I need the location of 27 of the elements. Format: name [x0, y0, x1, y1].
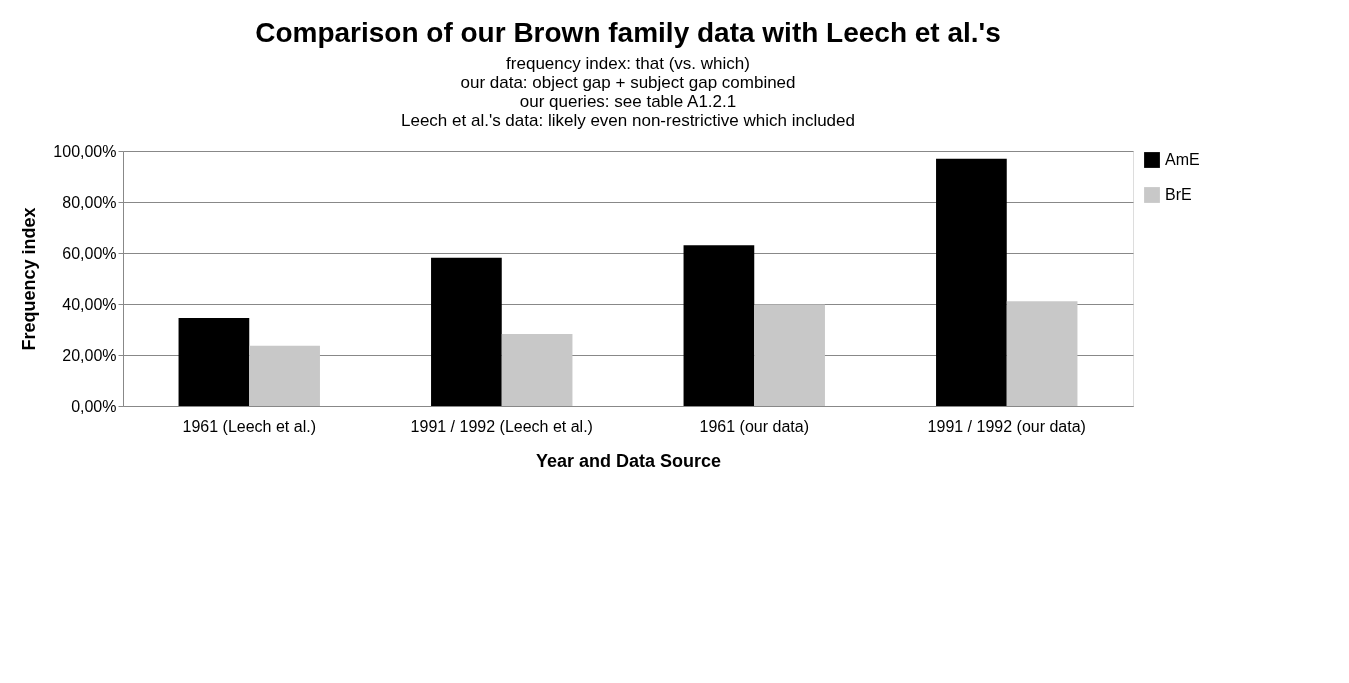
text: frequency index: that (vs. which) — [506, 54, 750, 73]
bar — [936, 158, 1007, 406]
bar — [501, 334, 573, 406]
y-tick-label: 20,00% — [62, 346, 117, 364]
text: Leech et al.'s data: likely even non-restrictive which included — [401, 111, 855, 130]
text: our queries: see table A1.2.1 — [519, 92, 737, 111]
bar — [683, 245, 755, 406]
y-tick-label: 0,00% — [71, 397, 117, 415]
x-axis-title: Year and Data Source — [535, 450, 722, 471]
y-tick-label: 80,00% — [62, 193, 117, 211]
bar — [754, 304, 825, 406]
y-tick-label: 40,00% — [62, 295, 117, 313]
legend-label: BrE — [1165, 186, 1192, 203]
bar — [1006, 301, 1078, 406]
x-tick-label: 1961 (our data) — [699, 417, 809, 435]
chart-title: Comparison of our Brown family data with Leech et al.'s — [255, 17, 1001, 48]
x-tick-label: 1991 / 1992 (our data) — [927, 417, 1086, 435]
y-axis-title: Frequency index — [19, 207, 40, 351]
bar — [178, 318, 250, 406]
bar — [431, 257, 502, 406]
y-tick-label: 60,00% — [62, 244, 117, 262]
y-tick-label: 100,00% — [53, 142, 117, 160]
x-tick-label: 1991 / 1992 (Leech et al.) — [410, 417, 593, 435]
legend-label: AmE — [1165, 151, 1200, 168]
bar — [249, 345, 320, 406]
text: our data: object gap + subject gap combined — [460, 73, 796, 92]
x-tick-label: 1961 (Leech et al.) — [182, 417, 316, 435]
